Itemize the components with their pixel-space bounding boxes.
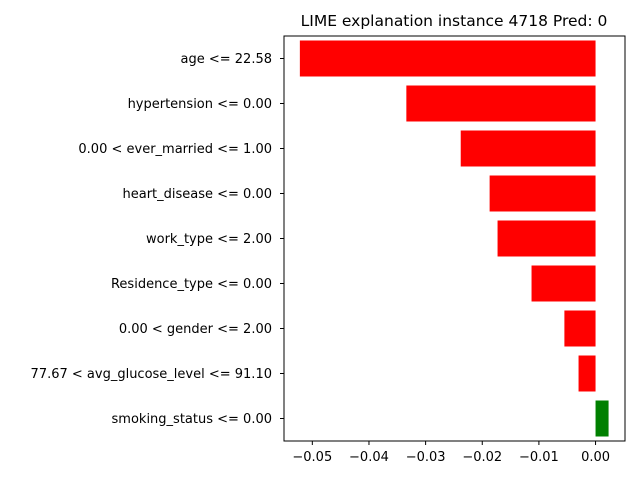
bar-6 (564, 310, 596, 347)
y-tick-label: age <= 22.58 (181, 52, 272, 67)
y-tick-label: 0.00 < ever_married <= 1.00 (78, 142, 272, 157)
bar-1 (406, 85, 596, 122)
x-tick-label: −0.02 (462, 450, 502, 465)
bars-group (299, 40, 609, 437)
plot-frame (283, 35, 626, 442)
bar-0 (299, 40, 596, 77)
y-tick-label: 77.67 < avg_glucose_level <= 91.10 (31, 367, 272, 382)
x-tick-label: −0.05 (292, 450, 332, 465)
x-tick-label: −0.01 (519, 450, 559, 465)
chart-title: LIME explanation instance 4718 Pred: 0 (301, 12, 608, 30)
y-tick-label: Residence_type <= 0.00 (111, 277, 272, 292)
bar-3 (489, 175, 596, 212)
x-tick-label: −0.03 (406, 450, 446, 465)
y-axis-ticks: age <= 22.58 hypertension <= 0.00 0.00 < e… (31, 52, 284, 427)
bar-8 (595, 400, 609, 437)
y-tick-label: smoking_status <= 0.00 (112, 412, 272, 427)
y-tick-label: heart_disease <= 0.00 (122, 187, 272, 202)
bar-5 (531, 265, 596, 302)
y-tick-label: hypertension <= 0.00 (128, 97, 272, 112)
y-tick-label: 0.00 < gender <= 2.00 (119, 322, 272, 337)
bar-4 (497, 220, 596, 257)
x-axis-ticks: −0.05 −0.04 −0.03 −0.02 −0.01 0.00 (292, 441, 610, 465)
x-tick-label: −0.04 (349, 450, 389, 465)
x-tick-label: 0.00 (581, 450, 610, 465)
bar-2 (460, 130, 596, 167)
y-tick-label: work_type <= 2.00 (146, 232, 272, 247)
bar-7 (578, 355, 596, 392)
